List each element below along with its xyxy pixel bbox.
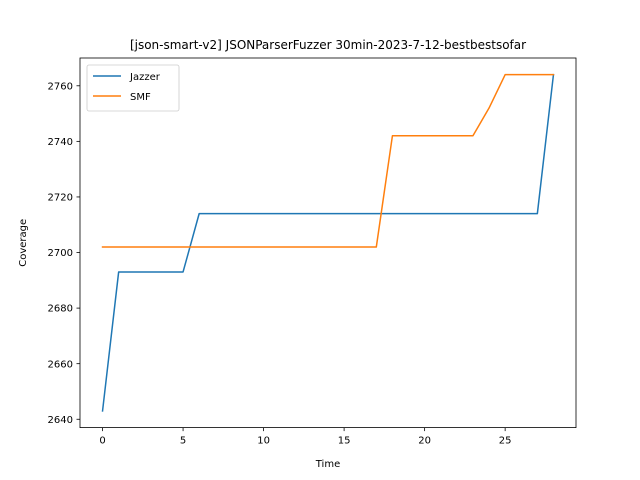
legend-label-jazzer: Jazzer	[129, 72, 161, 83]
plot-frame	[79, 57, 577, 429]
y-tick-label: 2740	[48, 137, 73, 148]
y-tick-label: 2760	[48, 81, 73, 92]
x-axis: 0 5 10 15 20 25	[99, 427, 512, 447]
x-tick-label: 5	[180, 436, 186, 447]
series-line-jazzer	[101, 73, 555, 412]
x-tick-label: 15	[338, 436, 351, 447]
x-tick-label: 10	[257, 436, 270, 447]
y-tick-label: 2700	[48, 248, 73, 259]
y-tick-label: 2720	[48, 193, 73, 204]
series-line-smf	[101, 73, 555, 248]
y-tick-label: 2680	[48, 304, 73, 315]
legend: Jazzer SMF	[86, 64, 180, 112]
x-tick-label: 0	[99, 436, 105, 447]
y-axis: 2640 2660 2680 2700 2720 2740 2760	[48, 81, 80, 426]
y-tick-label: 2640	[48, 415, 73, 426]
series-layer	[101, 73, 555, 412]
y-tick-label: 2660	[48, 359, 73, 370]
chart-title: [json-smart-v2] JSONParserFuzzer 30min-2…	[130, 38, 526, 52]
x-axis-label: Time	[315, 459, 340, 470]
y-axis-label: Coverage	[18, 219, 29, 267]
x-tick-label: 25	[499, 436, 512, 447]
x-tick-label: 20	[418, 436, 431, 447]
legend-label-smf: SMF	[130, 92, 151, 103]
